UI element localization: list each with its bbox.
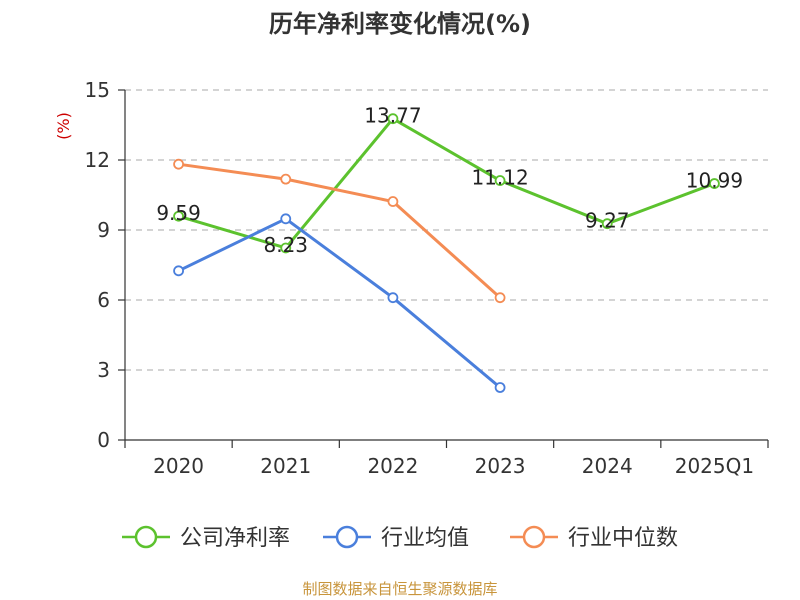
data-point[interactable]	[280, 242, 292, 254]
y-tick-label: 9	[97, 218, 110, 242]
data-point[interactable]	[173, 158, 184, 170]
y-tick-label: 12	[85, 148, 110, 172]
data-point[interactable]	[387, 113, 399, 125]
data-label: 8.23	[263, 233, 308, 257]
data-point[interactable]	[387, 196, 399, 207]
data-label: 9.27	[585, 209, 630, 233]
data-point[interactable]	[280, 173, 292, 185]
series-line	[177, 217, 502, 389]
legend-item-2[interactable]: 行业中位数	[510, 525, 678, 551]
legend-item-1[interactable]: 行业均值	[323, 525, 469, 551]
legend-marker	[134, 525, 158, 549]
x-tick-label-2021: 2021	[260, 454, 311, 478]
legend-label: 行业中位数	[568, 526, 678, 551]
data-point[interactable]	[387, 292, 399, 304]
y-tick-label: 6	[97, 288, 110, 312]
y-tick-label: 3	[97, 358, 110, 382]
data-source-note: 制图数据来自恒生聚源数据库	[302, 580, 497, 598]
x-tick-label-2023: 2023	[475, 454, 526, 478]
legend-marker	[522, 525, 546, 549]
data-labels: 9.59 8.23 13.77 11.12 9.27 10.99	[156, 104, 743, 257]
data-point[interactable]	[494, 175, 506, 186]
series-layer	[173, 113, 720, 393]
series-line	[178, 117, 715, 250]
chart-title: 历年净利率变化情况(%)	[269, 10, 531, 38]
series-2	[173, 158, 506, 304]
data-point[interactable]	[601, 218, 613, 230]
series-0	[173, 113, 720, 254]
data-point[interactable]	[280, 213, 292, 225]
legend-marker	[335, 525, 359, 549]
data-label: 9.59	[156, 201, 201, 225]
legend-label: 行业均值	[381, 526, 469, 551]
y-axis-unit-label: (%)	[54, 112, 73, 140]
series-1	[173, 213, 506, 393]
data-point[interactable]	[173, 210, 184, 222]
y-tick-label: 15	[85, 78, 110, 102]
data-label: 11.12	[471, 166, 528, 190]
data-point[interactable]	[709, 178, 720, 189]
series-line	[178, 162, 502, 299]
data-label: 10.99	[686, 169, 743, 193]
grid-lines	[125, 89, 768, 371]
legend: 公司净利率 行业均值 行业中位数	[122, 525, 678, 551]
data-point[interactable]	[494, 292, 506, 304]
data-label: 13.77	[364, 104, 421, 128]
data-point[interactable]	[494, 382, 506, 393]
axes: 0 3 6 9 12 15 2020 2021 2022 2023 2024 2025Q1	[85, 78, 769, 478]
legend-label: 公司净利率	[180, 526, 290, 551]
x-tick-label-2024: 2024	[582, 454, 633, 478]
x-tick-label-2020: 2020	[153, 454, 204, 478]
data-point[interactable]	[173, 265, 184, 277]
x-tick-label-2025Q1: 2025Q1	[675, 454, 754, 478]
x-tick-label-2022: 2022	[367, 454, 418, 478]
legend-item-0[interactable]: 公司净利率	[122, 525, 290, 551]
y-tick-label: 0	[97, 428, 110, 452]
